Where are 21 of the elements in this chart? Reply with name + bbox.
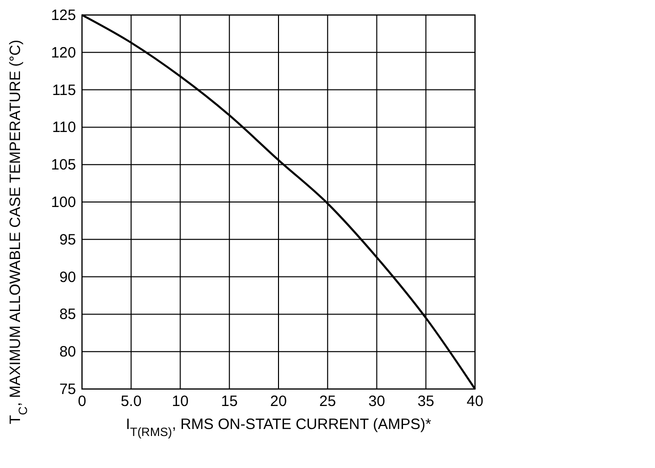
- y-tick-label: 75: [59, 381, 76, 398]
- y-tick-label: 105: [50, 156, 76, 174]
- x-tick-label: 10: [172, 393, 189, 410]
- y-tick-label: 100: [50, 194, 76, 211]
- x-tick-label: 0: [78, 393, 86, 410]
- y-tick-label: 85: [59, 306, 76, 324]
- y-tick-label: 95: [59, 231, 76, 248]
- y-tick-label: 80: [59, 344, 76, 361]
- x-tick-label: 35: [418, 393, 434, 410]
- x-tick-label: 20: [270, 393, 287, 410]
- x-tick-label: 5.0: [120, 393, 142, 410]
- y-tick-label: 125: [50, 7, 76, 24]
- y-tick-label: 110: [52, 119, 76, 136]
- y-tick-label: 120: [50, 44, 76, 62]
- x-axis-title: I$_{T(RMS)}$, RMS ON-STATE CURRENT (AMPS)*: [126, 416, 432, 439]
- x-tick-label: 25: [319, 393, 336, 410]
- y-tick-label: 115: [52, 82, 76, 99]
- x-tick-label: 30: [368, 393, 386, 410]
- x-tick-label: 40: [466, 393, 484, 410]
- x-tick-label: 15: [221, 393, 238, 410]
- y-tick-label: 90: [59, 268, 76, 286]
